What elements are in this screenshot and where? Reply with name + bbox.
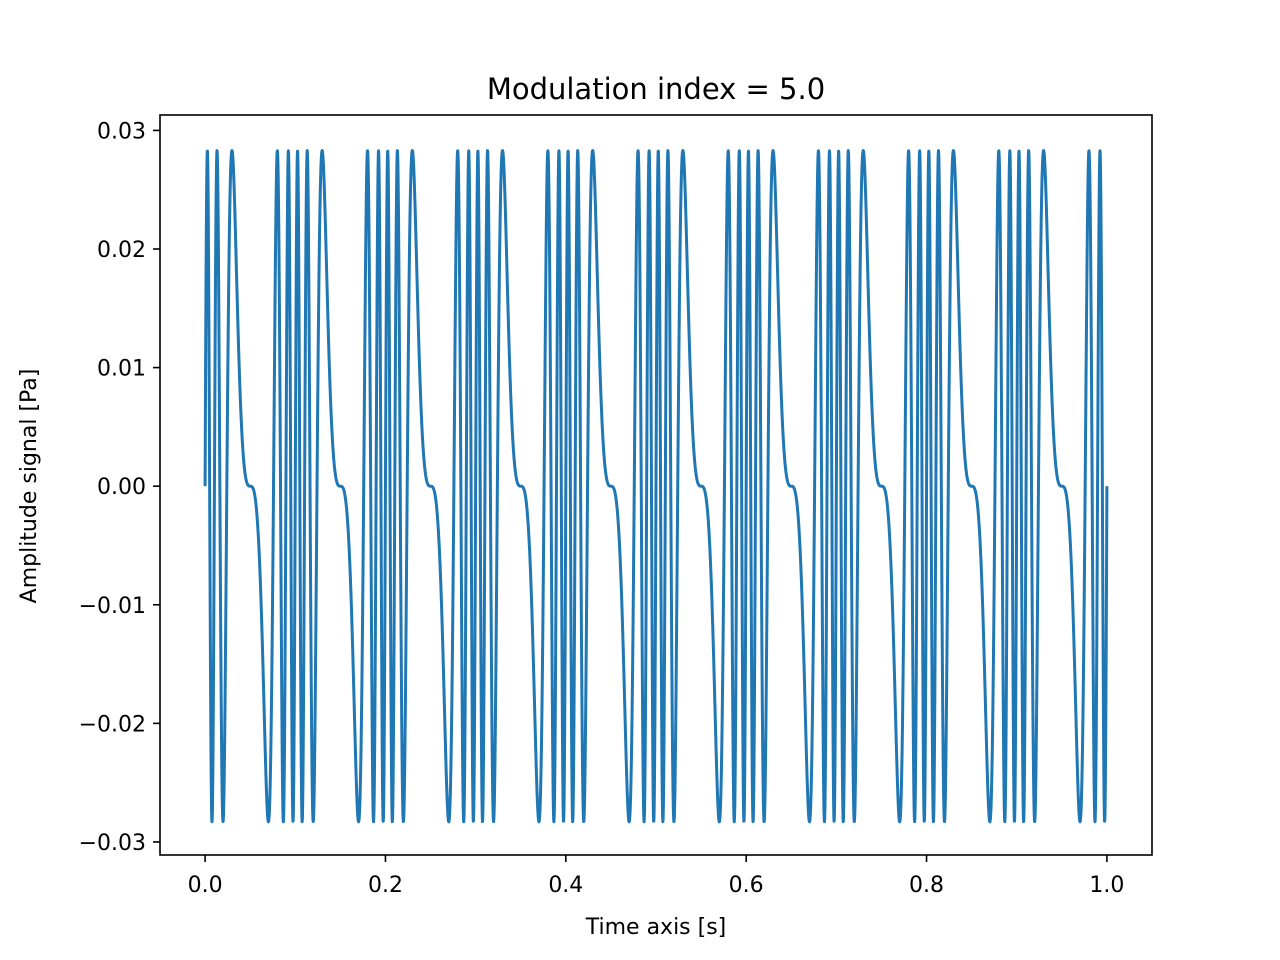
y-tick-label: −0.01 — [79, 594, 146, 619]
chart-title: Modulation index = 5.0 — [487, 72, 825, 106]
plot-area: 0.0 0.2 0.4 0.6 0.8 1.0 0.03 0.02 0.01 0.00 −0.01 −… — [79, 114, 1153, 898]
x-axis-label: Time axis [s] — [585, 915, 727, 940]
series-line-0 — [203, 149, 1109, 824]
y-tick-label: −0.03 — [79, 831, 146, 856]
axes-frame — [159, 114, 1153, 856]
y-tick-label: 0.03 — [97, 119, 146, 144]
x-tick-label: 0.4 — [548, 873, 583, 898]
x-tick-label: 1.0 — [1089, 873, 1124, 898]
x-tick-label: 0.6 — [729, 873, 764, 898]
x-tick-label: 0.8 — [909, 873, 944, 898]
x-tick-label: 0.0 — [188, 873, 223, 898]
y-tick-label: −0.02 — [79, 712, 146, 737]
y-tick-label: 0.01 — [97, 357, 146, 382]
y-axis-label: Amplitude signal [Pa] — [17, 369, 42, 604]
x-tick-label: 0.2 — [368, 873, 403, 898]
y-tick-label: 0.00 — [97, 475, 146, 500]
y-tick-label: 0.02 — [97, 238, 146, 263]
